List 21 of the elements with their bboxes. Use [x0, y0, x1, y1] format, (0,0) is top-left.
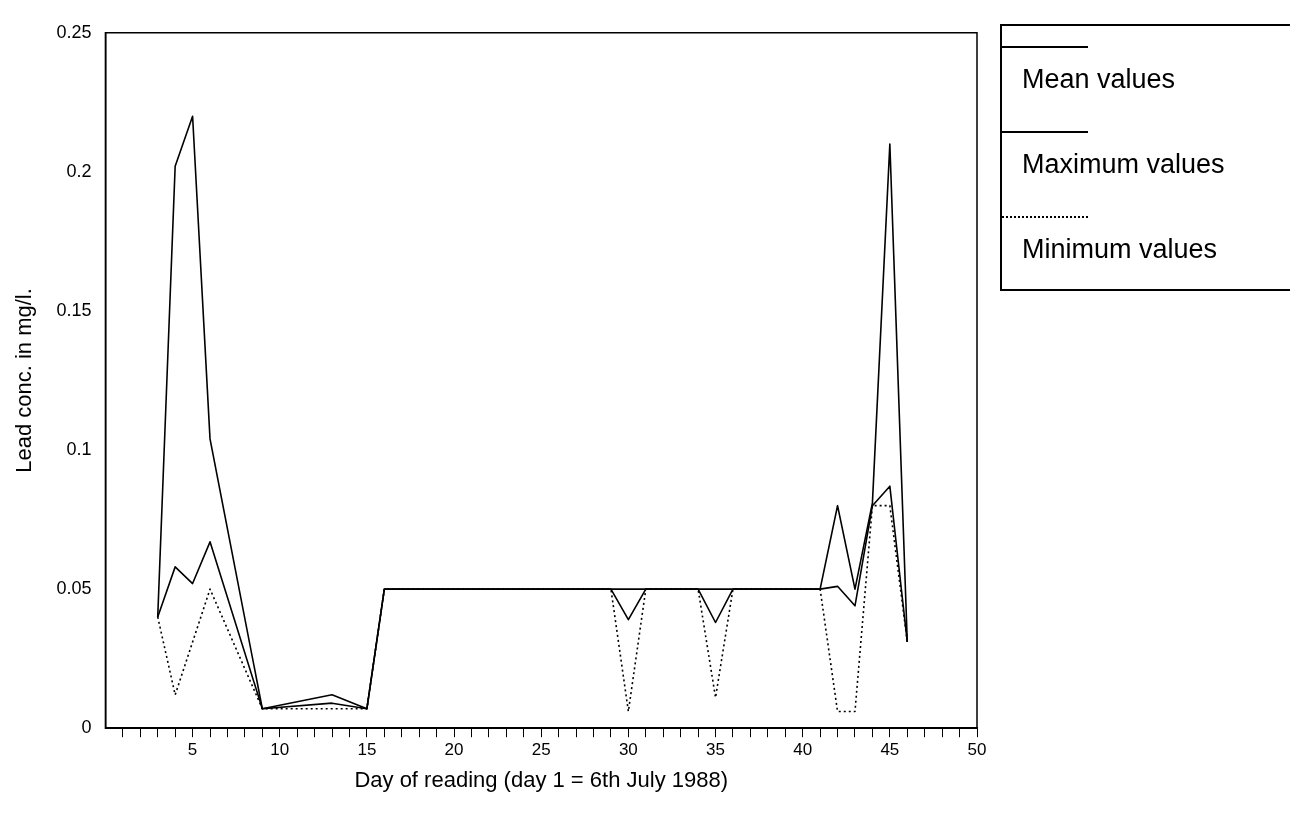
x-tick-label: 30: [618, 740, 638, 760]
x-tick-label: 50: [967, 740, 987, 760]
x-tick-label: 45: [880, 740, 900, 760]
x-tick-label: 20: [444, 740, 464, 760]
y-tick-label: 0.15: [56, 299, 92, 320]
y-tick-label: 0.05: [56, 578, 92, 599]
x-tick-label: 35: [706, 740, 725, 760]
x-tick-label: 40: [793, 740, 813, 760]
y-tick-label: 0.1: [66, 439, 92, 460]
x-tick-label: 15: [357, 740, 377, 760]
legend-label: Maximum values: [1021, 148, 1226, 181]
x-tick-label: 5: [187, 740, 198, 760]
x-axis-title: Day of reading (day 1 = 6th July 1988): [354, 766, 729, 792]
legend-label: Mean values: [1021, 63, 1177, 96]
legend-label: Minimum values: [1021, 233, 1219, 266]
y-tick-label: 0.25: [56, 21, 92, 42]
x-tick-label: 25: [531, 740, 551, 760]
y-axis-title: Lead conc. in mg/l.: [11, 288, 37, 473]
y-tick-label: 0.2: [66, 160, 92, 181]
x-tick-label: 10: [270, 740, 290, 760]
y-tick-label: 0: [81, 717, 92, 738]
